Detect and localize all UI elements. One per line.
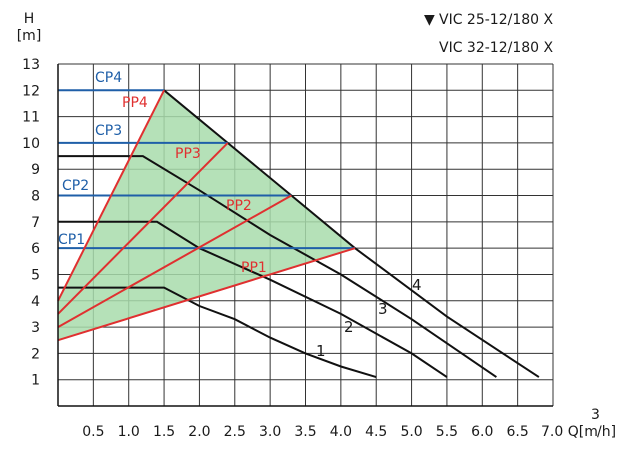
pp-label-pp4: PP4 xyxy=(122,95,148,111)
operating-region xyxy=(58,90,355,341)
cp-label-cp3: CP3 xyxy=(95,123,122,139)
x-axis-unit-suffix: /h] xyxy=(597,424,616,440)
y-tick-label: 12 xyxy=(22,83,40,99)
cp-label-cp1: CP1 xyxy=(58,232,85,248)
x-tick-label: 1.5 xyxy=(153,424,175,440)
x-tick-label: 4.0 xyxy=(330,424,352,440)
curve-3 xyxy=(58,155,497,378)
legend-marker: ▼ xyxy=(424,12,435,28)
x-tick-label: 6.0 xyxy=(471,424,493,440)
curve-label-3: 3 xyxy=(378,300,388,318)
y-tick-label: 1 xyxy=(31,373,40,389)
y-tick-label: 9 xyxy=(31,162,40,178)
y-tick-label: 4 xyxy=(31,294,40,310)
x-tick-label: 2.0 xyxy=(188,424,210,440)
axes xyxy=(57,64,553,407)
y-tick-label: 2 xyxy=(31,346,40,362)
curve-layer xyxy=(58,89,540,379)
series-labels: CP1 CP2 CP3 CP4 PP1 PP2 PP3 PP4 12 3 4 xyxy=(58,70,422,360)
y-tick-label: 13 xyxy=(22,57,40,73)
cp-label-cp2: CP2 xyxy=(62,178,89,194)
x-axis-unit-exponent: 3 xyxy=(591,407,600,423)
y-tick-label: 11 xyxy=(22,110,40,126)
x-tick-label: 3.0 xyxy=(259,424,281,440)
pp-label-pp2: PP2 xyxy=(226,198,252,214)
legend-line-2: VIC 32-12/180 X xyxy=(439,40,554,56)
pp-label-pp1: PP1 xyxy=(241,260,267,276)
x-tick-label: 4.5 xyxy=(365,424,387,440)
pp-line-pp2 xyxy=(57,194,292,328)
x-tick-label: 0.5 xyxy=(82,424,104,440)
curve-4 xyxy=(163,89,540,378)
pp-line-pp3 xyxy=(57,142,229,315)
y-tick-label: 6 xyxy=(31,241,40,257)
y-tick-label: 10 xyxy=(22,136,40,152)
x-tick-label: 7.0 Q[m xyxy=(541,424,598,440)
curve-label-1: 1 xyxy=(316,342,326,360)
y-tick-label: 7 xyxy=(31,215,40,231)
pp-line-pp4 xyxy=(57,89,165,302)
curve-1 xyxy=(58,286,377,379)
y-tick-label: 5 xyxy=(31,267,40,283)
x-tick-label: 5.5 xyxy=(436,424,458,440)
legend-line-1: VIC 25-12/180 X xyxy=(439,12,554,28)
proportional-pressure-layer xyxy=(57,89,356,342)
curve-label-2: 2 xyxy=(344,318,354,336)
x-tick-label: 2.5 xyxy=(224,424,246,440)
x-tick-label: 3.5 xyxy=(294,424,316,440)
x-tick-label: 1.0 xyxy=(118,424,140,440)
y-axis-symbol: H xyxy=(24,11,35,27)
y-tick-label: 8 xyxy=(31,189,40,205)
cp-label-cp4: CP4 xyxy=(95,70,122,86)
operating-region-layer xyxy=(58,90,355,341)
x-tick-label: 5.0 xyxy=(400,424,422,440)
curve-2 xyxy=(58,220,448,378)
x-tick-label: 6.5 xyxy=(507,424,529,440)
y-axis-unit: [m] xyxy=(17,28,42,44)
pp-label-pp3: PP3 xyxy=(175,146,201,162)
y-tick-label: 3 xyxy=(31,320,40,336)
curve-label-4: 4 xyxy=(412,276,422,294)
pp-line-pp1 xyxy=(57,247,356,342)
